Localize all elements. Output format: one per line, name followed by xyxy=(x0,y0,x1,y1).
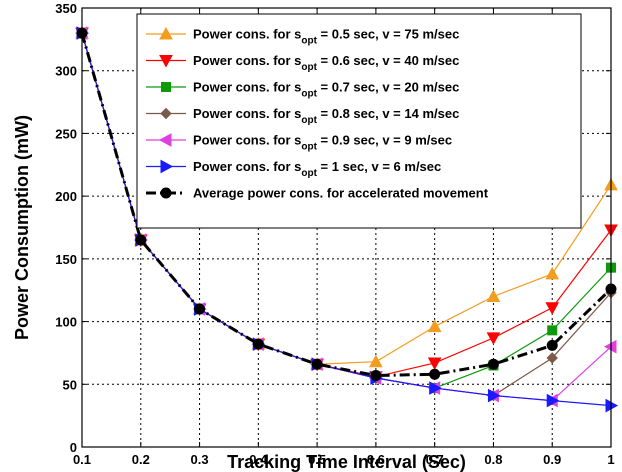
data-point xyxy=(429,381,442,395)
x-tick-label: 0.9 xyxy=(543,452,561,467)
series-line xyxy=(80,32,613,378)
legend-label: Power cons. for sopt = 0.5 sec, v = 75 m… xyxy=(193,27,459,47)
data-point xyxy=(546,393,560,408)
plot-frame xyxy=(81,7,612,448)
data-point xyxy=(486,289,501,302)
legend-swatch-marker xyxy=(159,26,173,40)
data-point xyxy=(486,332,501,345)
data-point xyxy=(545,302,560,315)
y-tick-label: 100 xyxy=(55,315,77,330)
data-point xyxy=(547,325,558,336)
x-tick-label: 0.4 xyxy=(249,452,268,467)
data-point xyxy=(194,303,206,315)
legend-label: Power cons. for sopt = 1 sec, v = 6 m/se… xyxy=(193,159,441,179)
legend-swatch-marker xyxy=(160,159,174,174)
y-tick-label: 0 xyxy=(70,440,77,455)
data-point xyxy=(311,358,323,370)
y-tick-label: 300 xyxy=(55,64,77,79)
x-tick-label: 0.7 xyxy=(426,452,444,467)
legend-label: Average power cons. for accelerated move… xyxy=(193,186,489,201)
legend-label: Power cons. for sopt = 0.7 sec, v = 20 m… xyxy=(193,80,459,100)
x-tick-label: 0.8 xyxy=(484,452,502,467)
data-point xyxy=(546,352,558,364)
data-point xyxy=(545,266,560,280)
data-point xyxy=(135,234,147,246)
y-tick-label: 150 xyxy=(55,252,77,267)
legend-swatch-marker xyxy=(160,187,172,199)
data-point xyxy=(369,354,383,368)
y-tick-label: 350 xyxy=(55,1,77,16)
y-axis-title: Power Consumption (mW) xyxy=(12,115,32,340)
data-point xyxy=(487,358,499,370)
x-tick-label: 0.5 xyxy=(308,452,326,467)
legend: Power cons. for sopt = 0.5 sec, v = 75 m… xyxy=(136,13,582,229)
y-tick-label: 200 xyxy=(55,189,77,204)
legend-box xyxy=(136,13,582,229)
data-point xyxy=(427,319,442,333)
data-point xyxy=(252,338,264,350)
legend-swatch-marker xyxy=(158,133,172,147)
legend-swatch-marker xyxy=(160,107,172,120)
legend-swatch-marker xyxy=(161,82,171,92)
x-tick-label: 0.2 xyxy=(132,452,150,467)
data-point xyxy=(370,370,382,382)
x-tick-label: 1 xyxy=(607,452,614,467)
x-axis-title: Tracking Time Interval (Sec) xyxy=(227,452,466,472)
x-tick-label: 0.3 xyxy=(191,452,209,467)
legend-label: Power cons. for sopt = 0.9 sec, v = 9 m/… xyxy=(193,133,452,153)
y-tick-label: 50 xyxy=(63,377,77,392)
legend-label: Power cons. for sopt = 0.6 sec, v = 40 m… xyxy=(193,53,459,73)
data-point xyxy=(429,368,441,380)
x-tick-label: 0.6 xyxy=(367,452,385,467)
data-point xyxy=(546,339,558,351)
x-tick-label: 0.1 xyxy=(73,452,91,467)
data-point xyxy=(427,357,442,371)
legend-label: Power cons. for sopt = 0.8 sec, v = 14 m… xyxy=(193,106,459,126)
data-point xyxy=(487,388,501,403)
y-tick-label: 250 xyxy=(55,126,77,141)
series-6 xyxy=(76,27,617,382)
legend-swatch-marker xyxy=(159,55,173,68)
